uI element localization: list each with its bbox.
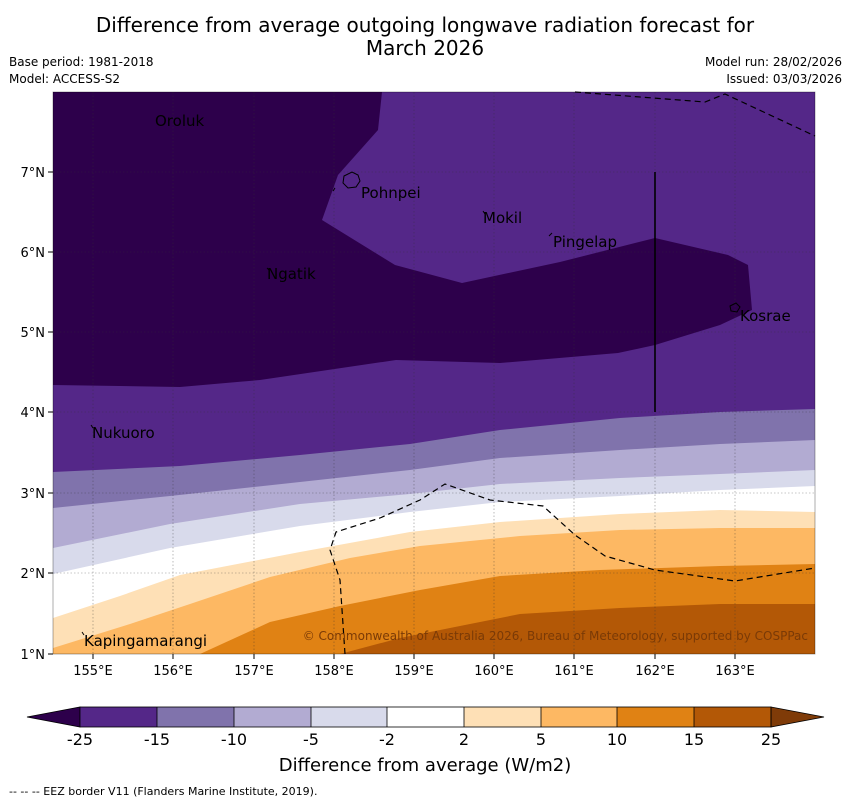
lat-tick-label: 6°N bbox=[21, 246, 46, 261]
colorbar-dividers bbox=[156, 707, 695, 727]
lon-tick-label: 155°E bbox=[73, 664, 113, 679]
label-oroluk: Oroluk bbox=[155, 112, 204, 130]
colorbar-tick: -5 bbox=[303, 730, 319, 749]
pohnpei-islet bbox=[332, 187, 336, 192]
model-name: Model: ACCESS-S2 bbox=[9, 72, 121, 86]
label-mokil: Mokil bbox=[483, 209, 522, 227]
meta-left: Base period: 1981-2018 Model: ACCESS-S2 bbox=[9, 54, 154, 88]
colorbar-tick-labels: -25 -15 -10 -5 -2 2 5 10 15 25 bbox=[67, 730, 781, 749]
colorbar-tick: -25 bbox=[67, 730, 93, 749]
colorbar-bin-m10 bbox=[234, 707, 311, 727]
label-kosrae: Kosrae bbox=[740, 307, 791, 325]
colorbar-tick: -2 bbox=[379, 730, 395, 749]
eez-footnote: -- -- -- EEZ border V11 (Flanders Marine… bbox=[9, 785, 318, 798]
lat-tick-label: 4°N bbox=[21, 406, 46, 421]
colorbar: -25 -15 -10 -5 -2 2 5 10 15 25 bbox=[26, 706, 825, 749]
eez-border-top bbox=[574, 91, 816, 137]
colorbar-bin-m2 bbox=[387, 707, 464, 727]
colorbar-extend-low bbox=[26, 706, 81, 728]
lon-tick-label: 163°E bbox=[715, 664, 755, 679]
lon-tick-label: 156°E bbox=[153, 664, 193, 679]
colorbar-bin-m15 bbox=[157, 707, 234, 727]
colorbar-tick: 25 bbox=[761, 730, 781, 749]
colorbar-bin-p2 bbox=[464, 707, 541, 727]
lon-labels: 155°E 156°E 157°E 158°E 159°E 160°E 161°… bbox=[73, 664, 755, 679]
colorbar-bin-p15 bbox=[694, 707, 771, 727]
lat-tick-label: 3°N bbox=[21, 487, 46, 502]
map-svg: Oroluk Pohnpei Mokil Pingelap Ngatik Kos… bbox=[21, 91, 816, 679]
pohnpei-island bbox=[342, 171, 361, 189]
lon-tick-label: 158°E bbox=[314, 664, 354, 679]
colorbar-bin-m25 bbox=[80, 707, 157, 727]
colorbar-title: Difference from average (W/m2) bbox=[278, 755, 572, 776]
label-nukuoro: Nukuoro bbox=[92, 424, 155, 442]
eez-borders bbox=[329, 91, 816, 655]
title-line-2: March 2026 bbox=[365, 36, 485, 60]
label-kapingamarangi: Kapingamarangi bbox=[84, 632, 207, 650]
pingelap-islet bbox=[548, 232, 553, 237]
colorbar-bin-m5 bbox=[311, 707, 387, 727]
meta-right: Model run: 28/02/2026 Issued: 03/03/2026 bbox=[705, 54, 842, 88]
label-pohnpei: Pohnpei bbox=[361, 184, 421, 202]
colorbar-tick: -15 bbox=[144, 730, 170, 749]
colorbar-tick: 5 bbox=[536, 730, 546, 749]
lat-labels: 7°N 6°N 5°N 4°N 3°N 2°N 1°N bbox=[21, 166, 46, 663]
islands bbox=[81, 171, 741, 636]
lon-tick-label: 157°E bbox=[234, 664, 274, 679]
field-p15 bbox=[340, 604, 815, 654]
nukuoro-islet bbox=[90, 424, 94, 429]
lat-tick-label: 2°N bbox=[21, 567, 46, 582]
kapinga-islet bbox=[81, 631, 85, 636]
mokil-islet bbox=[482, 210, 486, 215]
axis-ticks bbox=[48, 171, 736, 659]
map-title: Difference from average outgoing longwav… bbox=[0, 14, 850, 60]
colorbar-tick: -10 bbox=[221, 730, 247, 749]
lon-tick-label: 162°E bbox=[635, 664, 675, 679]
colorbar-bin-p10 bbox=[617, 707, 694, 727]
map-fields bbox=[53, 92, 815, 654]
colorbar-tick: 10 bbox=[607, 730, 627, 749]
lat-tick-label: 5°N bbox=[21, 326, 46, 341]
base-period: Base period: 1981-2018 bbox=[9, 55, 154, 69]
issued-date: Issued: 03/03/2026 bbox=[726, 72, 842, 86]
lat-tick-label: 1°N bbox=[21, 648, 46, 663]
colorbar-tick: 2 bbox=[459, 730, 469, 749]
colorbar-outline bbox=[79, 706, 772, 728]
model-run: Model run: 28/02/2026 bbox=[704, 55, 842, 69]
title-line-1: Difference from average outgoing longwav… bbox=[95, 13, 755, 37]
colorbar-tick: 15 bbox=[684, 730, 704, 749]
field-lt25 bbox=[53, 92, 752, 387]
label-pingelap: Pingelap bbox=[553, 233, 617, 251]
colorbar-bin-p5 bbox=[541, 707, 617, 727]
ngatik-islet bbox=[266, 267, 270, 271]
lon-tick-label: 161°E bbox=[554, 664, 594, 679]
map-frame bbox=[52, 91, 816, 655]
lon-tick-label: 159°E bbox=[394, 664, 434, 679]
copyright-notice: © Commonwealth of Australia 2026, Bureau… bbox=[303, 629, 808, 643]
colorbar-extend-high bbox=[770, 706, 825, 728]
kosrae-island bbox=[729, 302, 741, 313]
lon-tick-label: 160°E bbox=[474, 664, 514, 679]
lat-tick-label: 7°N bbox=[21, 166, 46, 181]
graticule bbox=[53, 92, 815, 654]
place-labels: Oroluk Pohnpei Mokil Pingelap Ngatik Kos… bbox=[84, 112, 791, 650]
label-ngatik: Ngatik bbox=[267, 265, 316, 283]
